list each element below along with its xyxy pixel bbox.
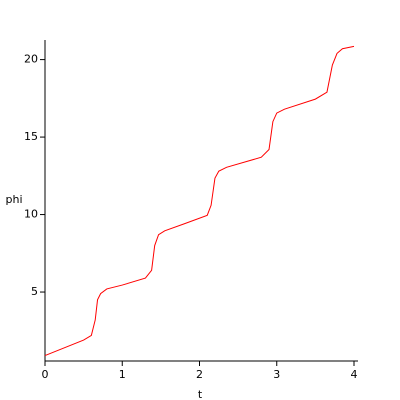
- data-line: [44, 45, 355, 357]
- x-tick-label: 2: [196, 368, 203, 381]
- y-tick-label: 20: [24, 53, 38, 66]
- x-tick-label: 0: [42, 368, 49, 381]
- x-tick-label: 1: [119, 368, 126, 381]
- x-tick-label: 3: [273, 368, 280, 381]
- y-tick-label: 10: [24, 208, 38, 221]
- x-tick-label: 4: [351, 368, 358, 381]
- y-tick-label: 5: [31, 285, 38, 298]
- y-tick-label: 15: [24, 130, 38, 143]
- x-axis-label: t: [198, 388, 203, 400]
- y-axis-label: phi: [5, 193, 22, 206]
